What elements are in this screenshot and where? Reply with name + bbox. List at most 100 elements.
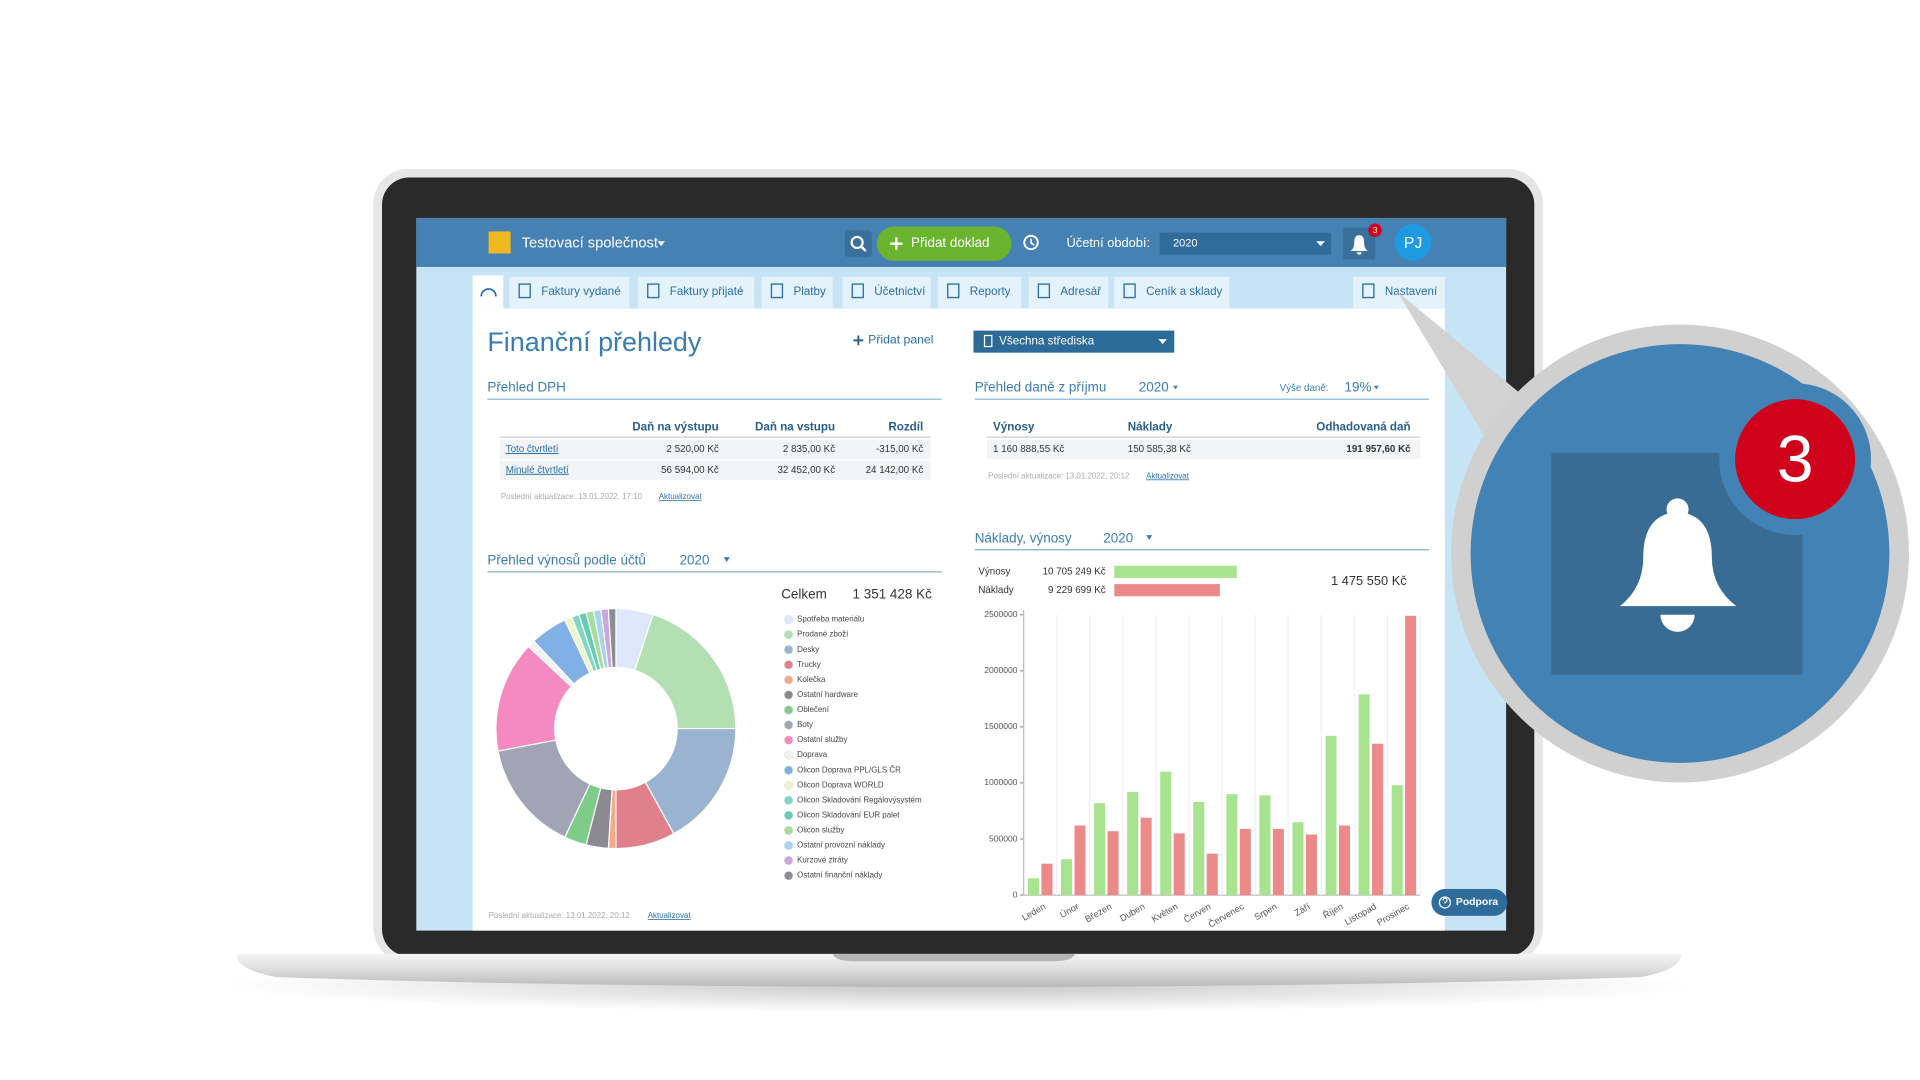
- rate-value[interactable]: 19%: [1344, 380, 1371, 395]
- row: [499, 439, 931, 460]
- tab[interactable]: [1353, 276, 1445, 309]
- bar: [1358, 694, 1370, 896]
- bar: [1338, 825, 1351, 896]
- caret: [657, 241, 665, 247]
- search-icon: [850, 235, 864, 250]
- column-header: Náklady: [1128, 420, 1173, 433]
- dashboard-tab[interactable]: [472, 275, 504, 309]
- legend-label: Výnosy: [978, 566, 1010, 577]
- bar-year[interactable]: 2020: [1103, 530, 1133, 545]
- y-tick-label: 1000000: [984, 777, 1018, 787]
- bar: [1061, 859, 1073, 896]
- bar: [1372, 743, 1384, 896]
- donut-year[interactable]: 2020: [680, 552, 710, 567]
- tab-label: Ceník a sklady: [1146, 285, 1222, 298]
- bar: [1074, 825, 1086, 896]
- legend-label: Prodané zboží: [797, 630, 849, 639]
- legend-swatch: [784, 735, 794, 745]
- refresh-link[interactable]: Aktualizovat: [659, 492, 703, 501]
- bar: [1391, 785, 1403, 896]
- bar: [1226, 794, 1238, 896]
- cell: 32 452,00 Kč: [777, 465, 835, 476]
- bar: [1127, 791, 1139, 896]
- plus-icon: [890, 237, 903, 250]
- legend-label: Doprava: [797, 750, 828, 759]
- bar: [1272, 828, 1284, 896]
- legend-label: Desky: [797, 645, 819, 654]
- add-panel[interactable]: Přidat panel: [868, 333, 933, 347]
- building-icon: [983, 334, 993, 348]
- tab[interactable]: [761, 276, 833, 309]
- bar: [1094, 803, 1106, 896]
- legend-swatch: [784, 750, 794, 760]
- updated: Poslední aktualizace: 13.01.2022, 20:12: [489, 911, 631, 920]
- bar: [1259, 795, 1271, 896]
- support-button[interactable]: [1431, 888, 1508, 916]
- bell-clapper: [1660, 614, 1695, 632]
- help-icon: [1438, 896, 1452, 909]
- legend-swatch: [784, 840, 794, 851]
- bar: [1160, 771, 1172, 896]
- tab[interactable]: [637, 276, 755, 309]
- refresh-link[interactable]: Aktualizovat: [648, 911, 692, 920]
- legend-swatch: [784, 810, 794, 820]
- legend-label: Spotřeba materiálu: [797, 615, 864, 624]
- legend-label: Kurzové ztráty: [797, 856, 848, 865]
- bell: [1620, 511, 1737, 607]
- refresh-link[interactable]: Aktualizovat: [1146, 471, 1190, 480]
- search-icon: [859, 245, 867, 252]
- total-bar: [1114, 584, 1220, 597]
- period-select[interactable]: [1159, 232, 1332, 255]
- avatar-initials: PJ: [1404, 235, 1423, 252]
- tab-label: Účetnictví: [874, 285, 926, 298]
- column-header: Rozdíl: [888, 420, 923, 433]
- company[interactable]: Testovací společnost: [522, 236, 658, 252]
- period-value: 2020: [1173, 238, 1198, 250]
- column-header: Výnosy: [993, 420, 1035, 433]
- total-label: 10 705 249 Kč: [1043, 566, 1106, 577]
- legend-swatch: [784, 720, 794, 730]
- cell: 2 520,00 Kč: [667, 444, 719, 455]
- donut-segment: [607, 607, 617, 669]
- bar: [1173, 833, 1185, 896]
- y-tick-label: 2000000: [984, 665, 1018, 675]
- legend-label: Ostatní služby: [797, 735, 847, 744]
- centers-select[interactable]: [973, 330, 1175, 353]
- total-value: 1 351 428 Kč: [853, 587, 933, 602]
- tab[interactable]: [842, 276, 931, 309]
- caret: [1158, 339, 1167, 345]
- legend-label: Kolečka: [797, 675, 826, 684]
- row: [499, 460, 931, 481]
- tab[interactable]: [509, 276, 630, 309]
- tab[interactable]: [1028, 276, 1109, 309]
- legend-swatch: [784, 856, 794, 866]
- legend-label: Trucky: [797, 660, 821, 669]
- notification-badge: [1368, 223, 1382, 237]
- cell: 191 957,60 Kč: [1346, 444, 1411, 455]
- tab-label: Nastavení: [1385, 285, 1438, 298]
- laptop-base: [236, 953, 1682, 987]
- tab[interactable]: [937, 276, 1022, 309]
- bar: [1027, 878, 1039, 896]
- legend-label: Oblečení: [797, 705, 830, 714]
- add-button[interactable]: [876, 226, 1012, 261]
- income-tax-year[interactable]: 2020: [1139, 380, 1169, 395]
- notification-count: 3: [1373, 225, 1378, 235]
- company-logo: [488, 231, 511, 254]
- support-label: Podpora: [1456, 897, 1498, 908]
- cell[interactable]: Toto čtvrtletí: [506, 444, 559, 455]
- avatar[interactable]: [1394, 224, 1432, 261]
- tab-label: Reporty: [970, 285, 1011, 298]
- search-button[interactable]: [844, 230, 872, 258]
- tab-label: Adresář: [1060, 285, 1102, 298]
- bar: [1325, 735, 1337, 896]
- legend-swatch: [784, 765, 794, 775]
- tab[interactable]: [1114, 276, 1230, 309]
- history-icon[interactable]: [1023, 234, 1039, 251]
- cell[interactable]: Minulé čtvrtletí: [506, 465, 569, 476]
- y-tick-label: 0: [1013, 889, 1018, 899]
- add-button-label: Přidat doklad: [911, 235, 990, 250]
- caret: [723, 557, 730, 563]
- bar: [1193, 802, 1205, 896]
